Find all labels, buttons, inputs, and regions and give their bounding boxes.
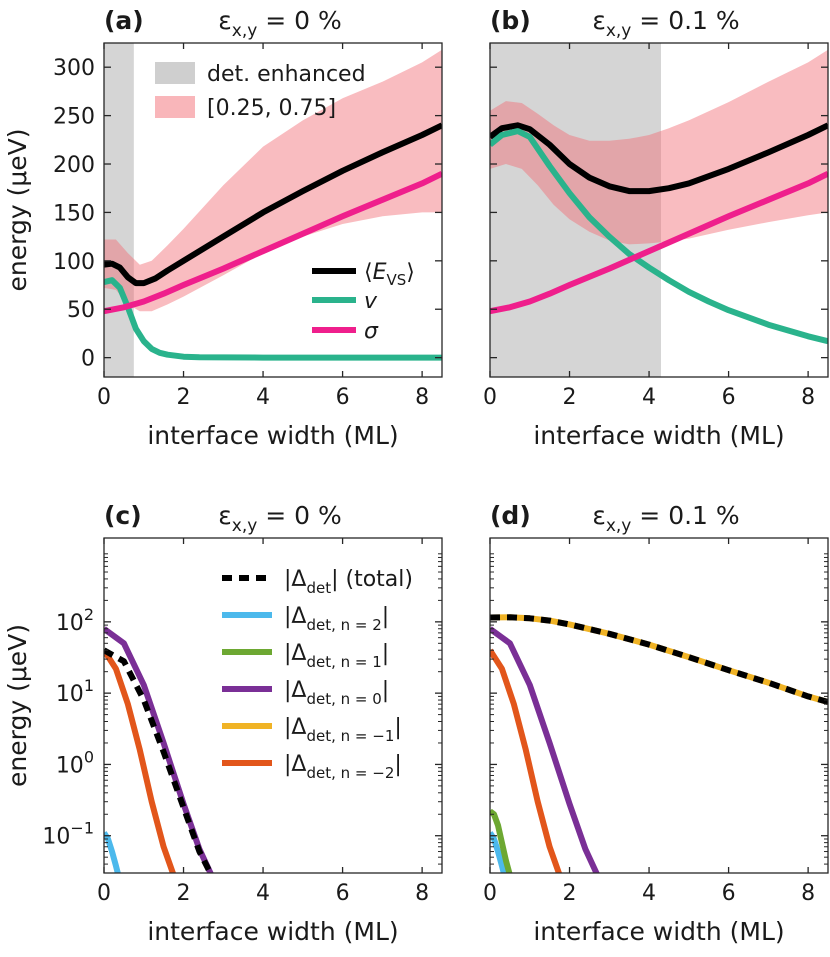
y-tick-label: 0 xyxy=(81,347,95,372)
plot-area xyxy=(490,43,828,377)
series-line-det xyxy=(104,647,214,873)
y-tick-label: 250 xyxy=(53,105,95,130)
y-tick-label: 300 xyxy=(53,56,95,81)
y-tick-label: 10−1 xyxy=(42,819,94,850)
y-tick-label: 100 xyxy=(56,747,94,778)
axes-frame xyxy=(103,42,443,378)
series-line-n-2 xyxy=(490,648,563,873)
x-tick-label: 2 xyxy=(177,385,191,410)
y-tick-label: 101 xyxy=(56,676,94,707)
legend-label: v xyxy=(364,289,378,314)
x-tick-label: 0 xyxy=(97,385,111,410)
panel-c: 0 2 4 6 8 interface width (ML) 10−1 100 101 102 en… xyxy=(3,501,443,946)
axes-frame xyxy=(103,537,443,874)
legend-label-det-enhanced: det. enhanced xyxy=(207,62,366,87)
legend-swatch-det-enhanced xyxy=(155,62,195,84)
panel-label: (d) xyxy=(490,501,531,530)
series-line-n-1 xyxy=(490,614,828,705)
plot-area xyxy=(490,614,828,873)
series-line-n-0 xyxy=(490,626,600,873)
x-axis-label: interface width (ML) xyxy=(147,421,398,450)
legend-label: ⟨EVS⟩ xyxy=(364,260,415,289)
x-tick-label: 6 xyxy=(336,385,350,410)
panel-title: εx,y = 0.1 % xyxy=(592,501,739,536)
axes-frame xyxy=(489,42,829,378)
x-axis-label: interface width (ML) xyxy=(533,917,784,946)
panel-label: (a) xyxy=(104,6,144,35)
x-tick-label: 8 xyxy=(801,385,815,410)
axes-frame xyxy=(489,537,829,874)
panel-a: 0 2 4 6 8 interface width (ML) 0 50 100 150 200 250… xyxy=(3,6,443,450)
x-tick-label: 8 xyxy=(415,385,429,410)
legend-label: |Δdet, n = 2| xyxy=(284,604,389,634)
quartile-band xyxy=(104,49,442,312)
panel-title: εx,y = 0.1 % xyxy=(592,6,739,41)
y-axis-label: energy (μeV) xyxy=(3,129,32,292)
legend-label: |Δdet| (total) xyxy=(284,567,413,597)
y-axis-label: energy (μeV) xyxy=(3,624,32,787)
legend-a-series: ⟨EVS⟩vσ xyxy=(312,260,415,344)
y-tick-label: 100 xyxy=(53,250,95,275)
panel-title: εx,y = 0 % xyxy=(218,6,342,41)
x-tick-label: 2 xyxy=(177,881,191,906)
series-line- xyxy=(490,171,828,315)
legend-label-band: [0.25, 0.75] xyxy=(207,96,336,121)
series-line-det-n-2 xyxy=(104,831,121,873)
x-tick-label: 6 xyxy=(336,881,350,906)
series-line-v xyxy=(490,128,828,345)
y-tick-label: 150 xyxy=(53,201,95,226)
series-line- xyxy=(104,171,442,315)
series-line-e-vs xyxy=(104,122,442,287)
series-line-det-n-2 xyxy=(104,648,177,873)
x-tick-label: 0 xyxy=(483,385,497,410)
series-line-total xyxy=(490,614,828,705)
panel-d: 0 2 4 6 8 interface width (ML) (d) εx,y = 0.1 % xyxy=(483,501,829,946)
panel-title: εx,y = 0 % xyxy=(218,501,342,536)
series-line-e-vs xyxy=(490,122,828,195)
panel-b: 0 2 4 6 8 interface width (ML) (b) εx,y = 0.1 % xyxy=(483,6,829,450)
legend-label: |Δdet, n = 0| xyxy=(284,678,389,708)
y-tick-label: 50 xyxy=(67,298,95,323)
x-tick-label: 6 xyxy=(722,881,736,906)
x-tick-label: 0 xyxy=(483,881,497,906)
x-tick-label: 8 xyxy=(801,881,815,906)
x-tick-label: 2 xyxy=(563,385,577,410)
panel-label: (c) xyxy=(104,501,142,530)
x-tick-label: 4 xyxy=(256,385,270,410)
x-tick-label: 4 xyxy=(642,881,656,906)
x-axis-label: interface width (ML) xyxy=(147,917,398,946)
legend-label: |Δdet, n = −1| xyxy=(284,715,402,745)
x-tick-label: 8 xyxy=(415,881,429,906)
legend-label: |Δdet, n = −2| xyxy=(284,752,402,782)
series-line-n-2 xyxy=(490,831,507,873)
y-tick-label: 102 xyxy=(56,605,94,636)
x-tick-label: 2 xyxy=(563,881,577,906)
y-tick-label: 200 xyxy=(53,153,95,178)
panel-label: (b) xyxy=(490,6,531,35)
x-tick-label: 0 xyxy=(97,881,111,906)
plot-area xyxy=(104,626,214,873)
det-enhanced-region xyxy=(490,43,661,377)
x-tick-label: 4 xyxy=(256,881,270,906)
det-enhanced-region xyxy=(104,43,134,377)
legend-a-top: det. enhanced [0.25, 0.75] xyxy=(155,62,366,121)
legend-label: σ xyxy=(364,319,379,344)
legend-c: |Δdet| (total) |Δdet, n = 2| |Δdet, n = 1|… xyxy=(222,567,413,782)
plot-area xyxy=(104,43,442,377)
legend-swatch-band xyxy=(155,96,195,118)
x-axis-label: interface width (ML) xyxy=(533,421,784,450)
x-tick-label: 6 xyxy=(722,385,736,410)
x-tick-label: 4 xyxy=(642,385,656,410)
legend-label: |Δdet, n = 1| xyxy=(284,641,389,671)
